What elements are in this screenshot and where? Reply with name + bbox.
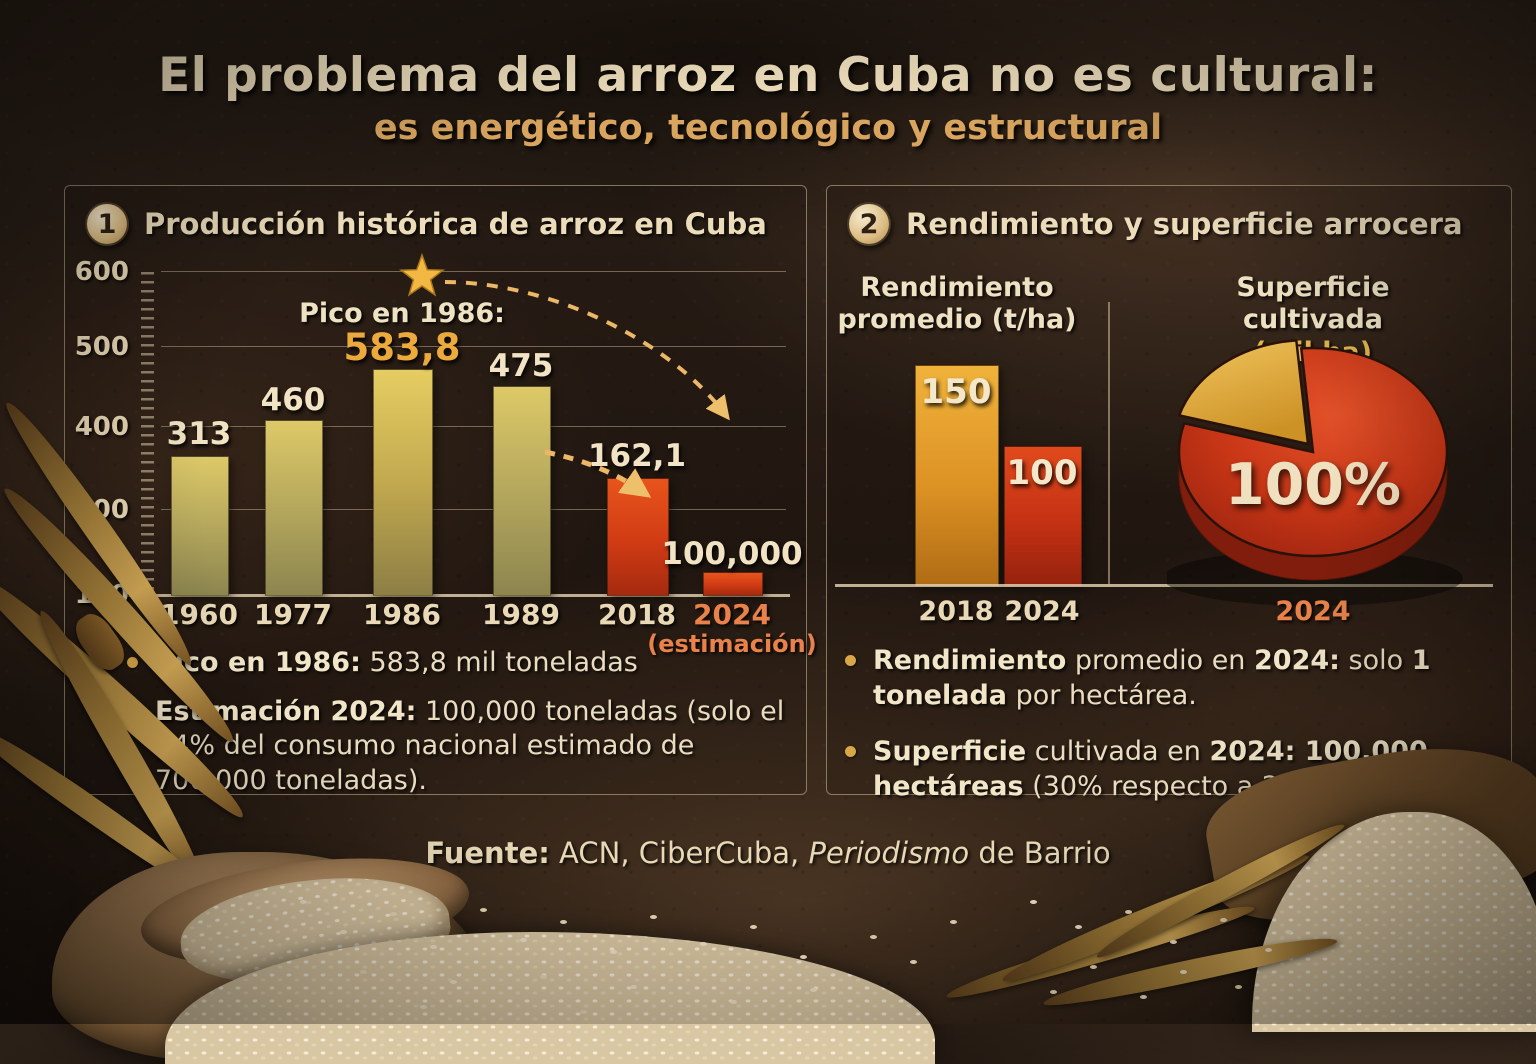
area-title-line1: Superficie cultivada — [1236, 272, 1390, 336]
peak-annotation-label: Pico en 1986: — [299, 298, 505, 329]
yield-value-2018: 150 — [920, 372, 992, 412]
yield-value-2024: 100 — [1006, 453, 1078, 493]
panel2-number-badge: 2 — [847, 202, 891, 246]
main-subtitle: es energético, tecnológico y estructural — [373, 108, 1163, 148]
bullet-dot-icon — [845, 655, 856, 666]
gridline-500 — [161, 346, 786, 347]
panel2-baseline — [835, 584, 1493, 587]
y-tick-600: 600 — [74, 257, 129, 287]
value-1989: 475 — [488, 348, 554, 384]
bar-1977 — [265, 420, 323, 596]
bullet-estimate: Estimación 2024: 100,000 toneladas (solo… — [125, 695, 790, 799]
panel-historical-production: 1 Producción histórica de arroz en Cuba … — [64, 185, 817, 796]
yield-title-line1: Rendimiento — [860, 272, 1054, 303]
panel1-header: 1 Producción histórica de arroz en Cuba — [85, 202, 767, 246]
seg: cultivada en — [1026, 736, 1210, 768]
panel2-heading: Rendimiento y superficie arrocera — [906, 207, 1463, 241]
area-chart-title: Superficie cultivada (mil ha) — [1163, 272, 1463, 369]
y-tick-400: 400 — [74, 412, 129, 442]
value-1977: 460 — [260, 382, 326, 418]
x-label-2024: 2024 — [693, 598, 771, 631]
area-x-2024: 2024 — [1275, 596, 1351, 627]
bar-1989 — [493, 386, 551, 596]
gridline-300 — [161, 509, 786, 510]
seg: por hectárea. — [1007, 679, 1197, 711]
source-prefix: Fuente: — [425, 836, 550, 870]
bar-1986 — [373, 369, 433, 596]
value-1960: 313 — [166, 416, 232, 452]
value-2024: 100,000 — [661, 536, 803, 572]
pie-center-label: 100% — [1224, 452, 1402, 518]
bullet-yield: Rendimiento promedio en 2024: solo 1 ton… — [843, 644, 1488, 713]
panel2-header: 2 Rendimiento y superficie arrocera — [847, 202, 1463, 246]
bullet-dot-icon — [127, 657, 138, 668]
panel-yield-area: 2 Rendimiento y superficie arrocera Rend… — [826, 185, 1512, 802]
yield-title-line2: promedio (t/ha) — [837, 304, 1077, 336]
star-icon — [399, 252, 445, 297]
y-tick-500: 500 — [74, 332, 129, 362]
panel2-divider — [1108, 302, 1110, 584]
scattered-grains-decoration — [300, 900, 307, 904]
bullet-dot-icon — [845, 746, 856, 758]
seg: promedio en — [1066, 645, 1255, 676]
gridline-600 — [161, 271, 786, 272]
value-2018: 162,1 — [587, 438, 687, 474]
seg: solo — [1339, 645, 1412, 676]
yield-chart-title: Rendimiento promedio (t/ha) — [837, 272, 1077, 337]
source-suffix: de Barrio — [969, 836, 1111, 870]
yield-x-2024: 2024 — [1004, 596, 1080, 627]
seg: 2024: — [1254, 645, 1340, 676]
panel1-number-badge: 1 — [85, 202, 129, 246]
bar-1960 — [171, 456, 229, 596]
bullet-peak-text: 583,8 mil toneladas — [360, 647, 638, 678]
panel1-heading: Producción histórica de arroz en Cuba — [144, 207, 767, 241]
source-italic: Periodismo — [808, 836, 970, 870]
seg: Superficie — [873, 736, 1027, 768]
bullet-peak: Pico en 1986: 583,8 mil toneladas — [125, 646, 790, 681]
source-list: ACN, CiberCuba, — [549, 836, 809, 870]
bar-2024 — [703, 572, 763, 596]
seg: Rendimiento — [873, 645, 1067, 676]
scattered-grains-decoration — [1030, 900, 1037, 904]
area-title-line2: (mil ha) — [1253, 336, 1373, 368]
main-title: El problema del arroz en Cuba no es cult… — [158, 48, 1378, 103]
